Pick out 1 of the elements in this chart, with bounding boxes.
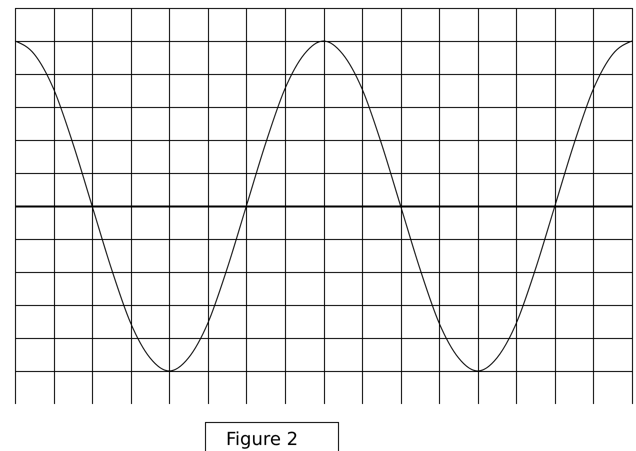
caption: Figure 2 (205, 422, 340, 451)
